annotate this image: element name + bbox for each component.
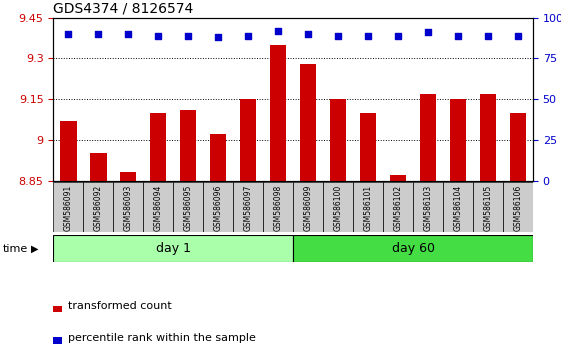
Text: GSM586106: GSM586106: [513, 185, 522, 231]
Point: [424, 29, 433, 35]
Bar: [443, 182, 473, 232]
Text: percentile rank within the sample: percentile rank within the sample: [68, 333, 256, 343]
Text: GSM586097: GSM586097: [243, 185, 252, 231]
Text: GSM586101: GSM586101: [364, 185, 373, 231]
Bar: [240, 99, 256, 181]
Text: GDS4374 / 8126574: GDS4374 / 8126574: [53, 1, 194, 15]
Text: day 60: day 60: [392, 242, 435, 255]
Point: [304, 31, 312, 37]
Bar: [90, 153, 107, 181]
Point: [183, 33, 192, 39]
Text: GSM586095: GSM586095: [183, 185, 192, 231]
Bar: [173, 182, 203, 232]
Bar: [510, 113, 526, 181]
Bar: [293, 235, 533, 262]
Bar: [450, 99, 466, 181]
Text: GSM586093: GSM586093: [124, 185, 133, 231]
Bar: [383, 182, 413, 232]
Text: GSM586104: GSM586104: [453, 185, 462, 231]
Bar: [360, 113, 376, 181]
Text: day 1: day 1: [156, 242, 191, 255]
Bar: [293, 182, 323, 232]
Bar: [83, 182, 113, 232]
Text: GSM586102: GSM586102: [394, 185, 403, 231]
Text: GSM586099: GSM586099: [304, 185, 312, 231]
Bar: [53, 235, 293, 262]
Bar: [473, 182, 503, 232]
Point: [154, 33, 163, 39]
Bar: [60, 121, 76, 181]
Bar: [480, 94, 496, 181]
Bar: [53, 337, 62, 344]
Bar: [150, 113, 167, 181]
Bar: [300, 64, 316, 181]
Bar: [203, 182, 233, 232]
Point: [364, 33, 373, 39]
Point: [64, 31, 73, 37]
Bar: [53, 182, 83, 232]
Bar: [113, 182, 143, 232]
Bar: [390, 175, 406, 181]
Bar: [120, 172, 136, 181]
Bar: [323, 182, 353, 232]
Text: time: time: [3, 244, 28, 254]
Bar: [210, 135, 227, 181]
Text: GSM586091: GSM586091: [64, 185, 73, 231]
Text: GSM586100: GSM586100: [334, 185, 343, 231]
Point: [453, 33, 462, 39]
Text: GSM586105: GSM586105: [484, 185, 493, 231]
Text: transformed count: transformed count: [68, 301, 172, 311]
Point: [94, 31, 103, 37]
Bar: [233, 182, 263, 232]
Point: [513, 33, 522, 39]
Point: [394, 33, 403, 39]
Point: [124, 31, 133, 37]
Point: [274, 28, 283, 34]
Bar: [353, 182, 383, 232]
Text: GSM586094: GSM586094: [154, 185, 163, 231]
Text: GSM586098: GSM586098: [274, 185, 283, 231]
Bar: [270, 45, 286, 181]
Bar: [420, 94, 436, 181]
Bar: [180, 110, 196, 181]
Bar: [503, 182, 533, 232]
Text: GSM586103: GSM586103: [424, 185, 433, 231]
Text: GSM586096: GSM586096: [214, 185, 223, 231]
Text: ▶: ▶: [31, 244, 38, 254]
Bar: [413, 182, 443, 232]
Bar: [263, 182, 293, 232]
Bar: [53, 306, 62, 312]
Point: [243, 33, 252, 39]
Point: [334, 33, 343, 39]
Point: [484, 33, 493, 39]
Bar: [143, 182, 173, 232]
Bar: [330, 99, 346, 181]
Point: [214, 34, 223, 40]
Text: GSM586092: GSM586092: [94, 185, 103, 231]
